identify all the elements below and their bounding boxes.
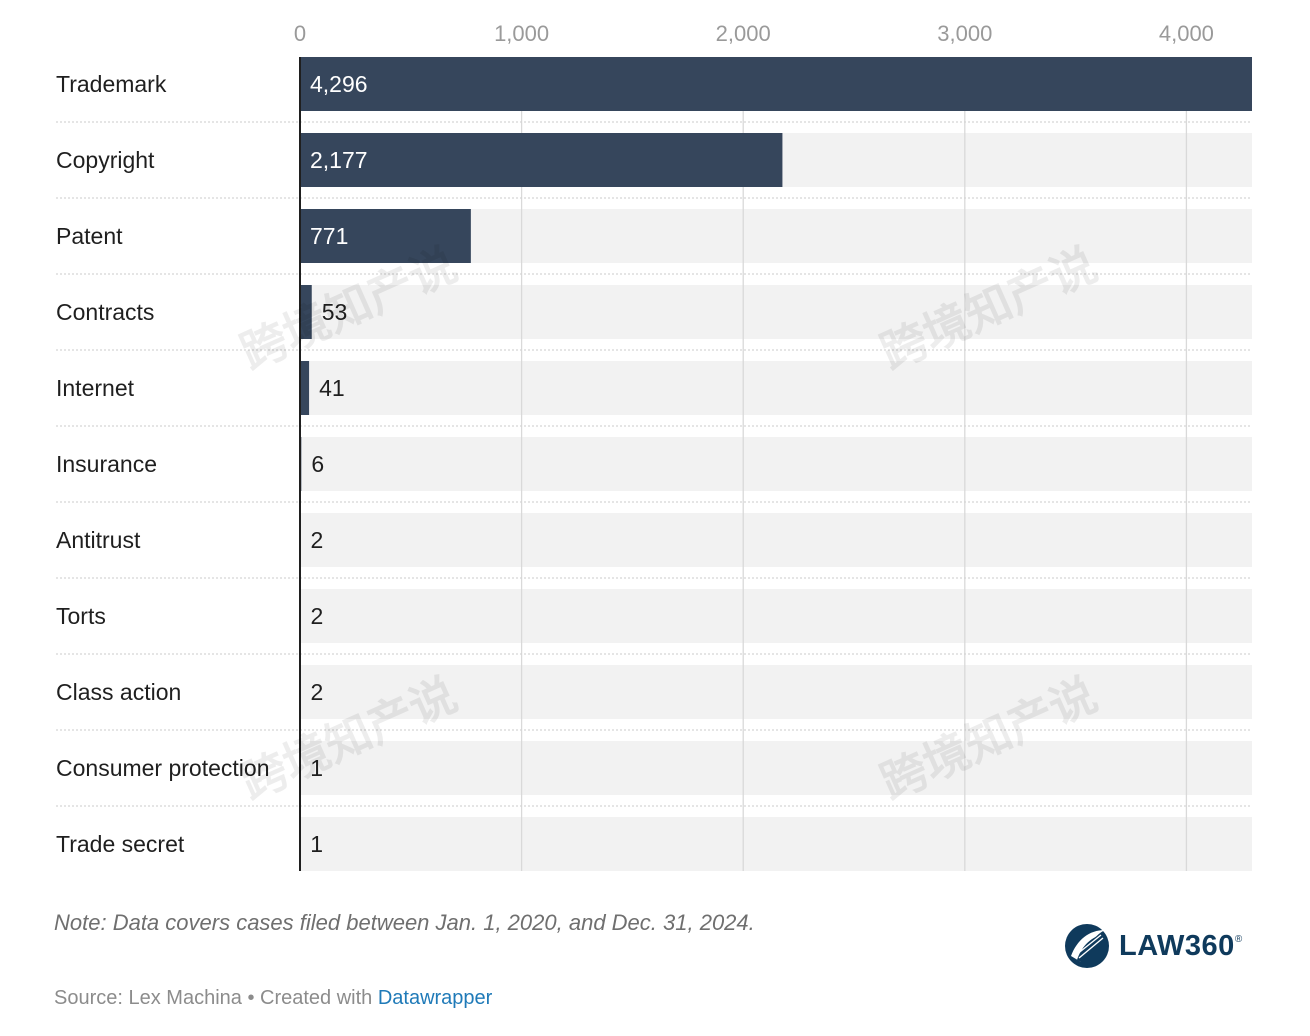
value-label: 771 xyxy=(310,223,348,249)
law360-logo: LAW360® xyxy=(1063,920,1253,972)
law360-feather-globe-icon xyxy=(1065,924,1109,968)
value-label: 6 xyxy=(311,451,324,477)
category-label: Class action xyxy=(56,679,181,705)
value-label: 41 xyxy=(319,375,345,401)
bar-track xyxy=(300,285,1252,339)
datawrapper-link[interactable]: Datawrapper xyxy=(377,987,493,1009)
logo-text: LAW360 xyxy=(1119,929,1235,962)
grid-lines xyxy=(520,57,1188,871)
x-axis-tick-labels: 0 1,000 2,000 3,000 4,000 xyxy=(294,21,1214,46)
bar-trademark xyxy=(300,57,1252,111)
logo-registered-mark: ® xyxy=(1234,933,1243,945)
category-label: Internet xyxy=(56,375,135,401)
category-label: Consumer protection xyxy=(56,755,270,781)
bar-track xyxy=(300,665,1252,719)
chart-note: Note: Data covers cases filed between Ja… xyxy=(54,910,755,935)
value-label: 4,296 xyxy=(310,71,368,97)
value-label: 2,177 xyxy=(310,147,368,173)
source-text: Source: Lex Machina • Created with xyxy=(54,987,378,1009)
bar-track xyxy=(300,589,1252,643)
category-label: Trade secret xyxy=(56,831,185,857)
value-label: 1 xyxy=(310,755,323,781)
category-label: Torts xyxy=(56,603,106,629)
value-label: 53 xyxy=(322,299,348,325)
category-label: Insurance xyxy=(56,451,157,477)
value-labels: 4,296 2,177 771 53 41 6 2 2 2 1 1 xyxy=(310,71,368,857)
value-label: 2 xyxy=(310,603,323,629)
bar-tracks xyxy=(300,57,1252,871)
value-label: 2 xyxy=(310,679,323,705)
row-separators xyxy=(56,121,1252,807)
category-label: Antitrust xyxy=(56,527,141,553)
bar-track xyxy=(300,513,1252,567)
x-tick-label: 1,000 xyxy=(494,21,549,46)
x-tick-label: 0 xyxy=(294,21,306,46)
category-label: Patent xyxy=(56,223,123,249)
bar-chart: 0 1,000 2,000 3,000 4,000 Trademark Copyright… xyxy=(56,21,1252,871)
category-label: Contracts xyxy=(56,299,154,325)
x-tick-label: 4,000 xyxy=(1159,21,1214,46)
bars xyxy=(300,57,1252,871)
bar-track xyxy=(300,437,1252,491)
category-label: Trademark xyxy=(56,71,167,97)
bar-track xyxy=(300,361,1252,415)
value-label: 2 xyxy=(310,527,323,553)
logo-wordmark: LAW360® xyxy=(1119,930,1243,963)
x-tick-label: 3,000 xyxy=(937,21,992,46)
source-credit: Source: Lex Machina • Created with Dataw… xyxy=(54,987,954,1010)
value-label: 1 xyxy=(310,831,323,857)
category-label: Copyright xyxy=(56,147,155,173)
bar-internet xyxy=(300,361,310,415)
bar-contracts xyxy=(300,285,312,339)
category-labels: Trademark Copyright Patent Contracts Interne… xyxy=(56,71,270,857)
x-tick-label: 2,000 xyxy=(716,21,771,46)
bar-track xyxy=(300,817,1252,871)
bar-patent xyxy=(300,209,471,263)
bar-copyright xyxy=(300,133,783,187)
bar-track xyxy=(300,741,1252,795)
